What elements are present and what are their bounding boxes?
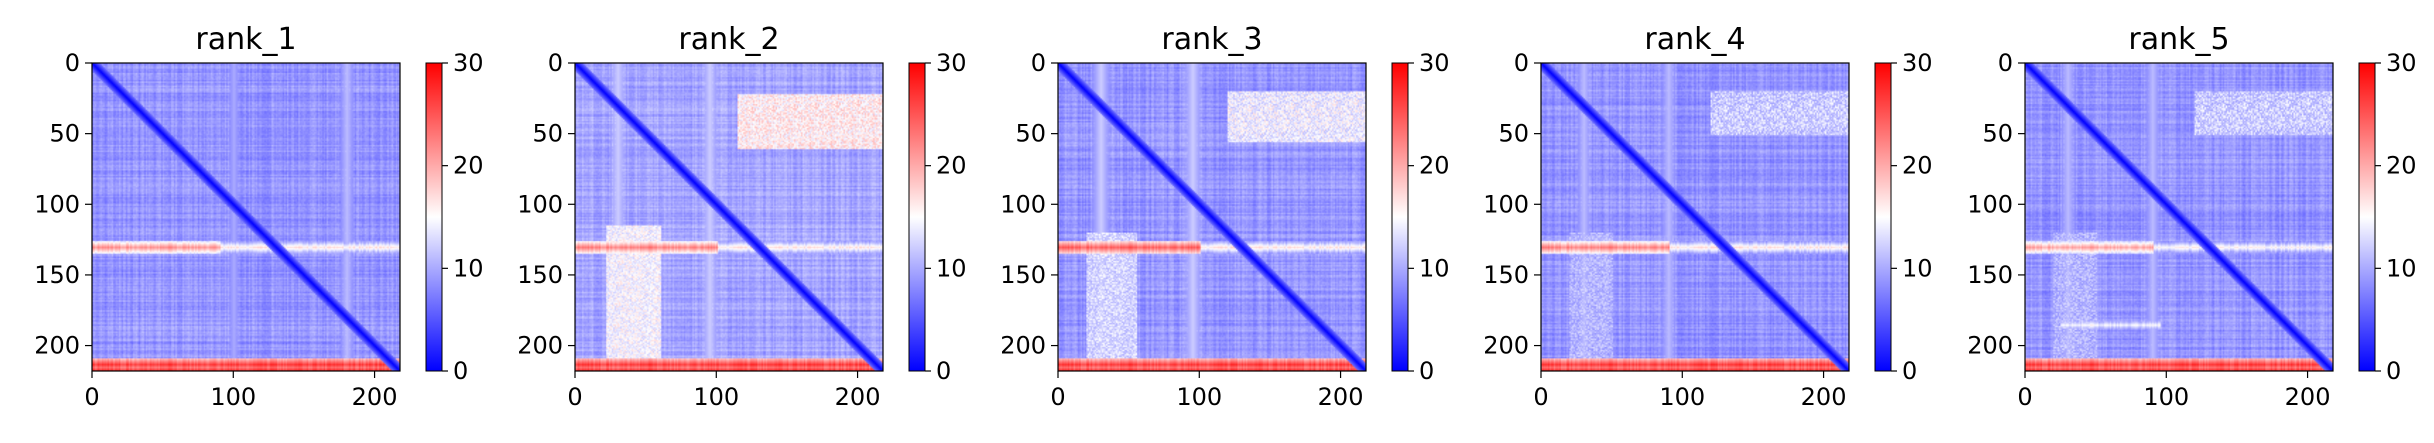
panel-title: rank_1 <box>195 22 296 57</box>
y-tick-label: 150 <box>1000 261 1046 289</box>
panel-title: rank_3 <box>1161 22 1262 57</box>
y-tick-label: 50 <box>1498 120 1529 148</box>
colorbar-tick-label: 0 <box>2386 357 2401 385</box>
colorbar <box>1874 62 1892 372</box>
y-tick-label: 100 <box>1967 190 2013 218</box>
y-tick-label: 100 <box>1483 190 1529 218</box>
colorbar-tick-label: 20 <box>936 152 967 180</box>
heatmap-image <box>1541 63 1849 371</box>
colorbar-tick-label: 30 <box>1902 49 1933 77</box>
x-tick-label: 200 <box>1318 383 1364 411</box>
x-tick-label: 200 <box>1801 383 1847 411</box>
y-tick-label: 100 <box>1000 190 1046 218</box>
colorbar-tick-label: 20 <box>2386 152 2417 180</box>
y-tick-label: 0 <box>1514 49 1529 77</box>
x-tick-label: 200 <box>835 383 881 411</box>
x-tick-label: 0 <box>1533 383 1548 411</box>
y-tick-label: 50 <box>49 120 80 148</box>
y-tick-label: 0 <box>548 49 563 77</box>
y-tick-label: 200 <box>1000 332 1046 360</box>
y-tick-label: 200 <box>1967 332 2013 360</box>
y-tick-label: 100 <box>517 190 563 218</box>
x-tick-label: 100 <box>210 383 256 411</box>
y-tick-label: 50 <box>1982 120 2013 148</box>
y-tick-label: 0 <box>65 49 80 77</box>
y-tick-label: 150 <box>34 261 80 289</box>
x-tick-label: 100 <box>1659 383 1705 411</box>
y-tick-label: 200 <box>1483 332 1529 360</box>
colorbar-tick-label: 20 <box>1419 152 1450 180</box>
colorbar <box>1391 62 1409 372</box>
y-tick-label: 200 <box>517 332 563 360</box>
x-tick-label: 200 <box>352 383 398 411</box>
y-tick-label: 100 <box>34 190 80 218</box>
y-tick-label: 0 <box>1031 49 1046 77</box>
colorbar-tick-label: 0 <box>1902 357 1917 385</box>
y-tick-label: 200 <box>34 332 80 360</box>
x-tick-label: 0 <box>567 383 582 411</box>
heatmap-image <box>92 63 400 371</box>
x-tick-label: 200 <box>2285 383 2331 411</box>
colorbar-tick-label: 0 <box>936 357 951 385</box>
y-tick-label: 0 <box>1998 49 2013 77</box>
colorbar-tick-label: 30 <box>1419 49 1450 77</box>
colorbar-tick-label: 30 <box>936 49 967 77</box>
colorbar <box>2358 62 2376 372</box>
colorbar-tick-label: 30 <box>453 49 484 77</box>
heatmap-image <box>2025 63 2333 371</box>
colorbar-tick-label: 20 <box>453 152 484 180</box>
colorbar-tick-label: 30 <box>2386 49 2417 77</box>
y-tick-label: 50 <box>532 120 563 148</box>
y-tick-label: 150 <box>517 261 563 289</box>
heatmap-image <box>1058 63 1366 371</box>
axes-frame <box>2024 62 2334 372</box>
colorbar-tick-label: 0 <box>1419 357 1434 385</box>
x-tick-label: 0 <box>84 383 99 411</box>
x-tick-label: 0 <box>1050 383 1065 411</box>
colorbar-tick-label: 10 <box>1419 254 1450 282</box>
colorbar-tick-label: 0 <box>453 357 468 385</box>
panel-title: rank_4 <box>1644 22 1745 57</box>
colorbar-tick-label: 20 <box>1902 152 1933 180</box>
x-tick-label: 100 <box>1176 383 1222 411</box>
colorbar <box>425 62 443 372</box>
heatmap-image <box>575 63 883 371</box>
x-tick-label: 0 <box>2017 383 2032 411</box>
colorbar-tick-label: 10 <box>2386 254 2417 282</box>
x-tick-label: 100 <box>693 383 739 411</box>
axes-frame <box>574 62 884 372</box>
y-tick-label: 150 <box>1967 261 2013 289</box>
axes-frame <box>1057 62 1367 372</box>
axes-frame <box>91 62 401 372</box>
y-tick-label: 50 <box>1015 120 1046 148</box>
colorbar-tick-label: 10 <box>453 254 484 282</box>
y-tick-label: 150 <box>1483 261 1529 289</box>
axes-frame <box>1540 62 1850 372</box>
panel-title: rank_2 <box>678 22 779 57</box>
panel-title: rank_5 <box>2128 22 2229 57</box>
x-tick-label: 100 <box>2143 383 2189 411</box>
colorbar-tick-label: 10 <box>936 254 967 282</box>
colorbar-tick-label: 10 <box>1902 254 1933 282</box>
colorbar <box>908 62 926 372</box>
